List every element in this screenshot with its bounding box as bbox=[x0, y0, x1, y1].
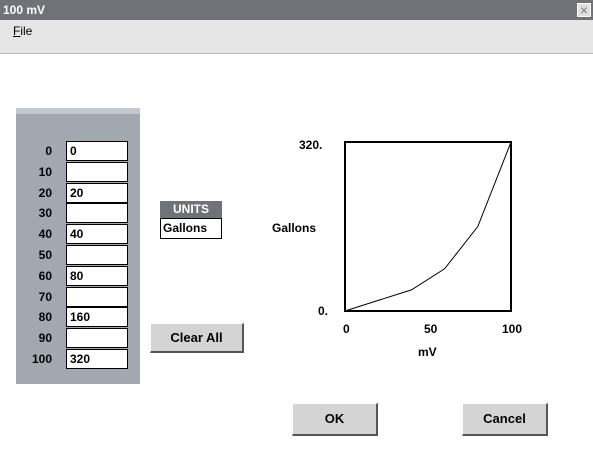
x-tick-100: 100 bbox=[502, 322, 523, 336]
clear-all-button[interactable]: Clear All bbox=[150, 323, 244, 353]
table-entry-input[interactable] bbox=[66, 245, 128, 265]
units-header: UNITS bbox=[160, 201, 222, 218]
row-label: 10 bbox=[38, 164, 52, 179]
plot-frame bbox=[344, 141, 512, 312]
close-icon[interactable]: × bbox=[577, 3, 591, 17]
cancel-button[interactable]: Cancel bbox=[462, 403, 548, 436]
table-entry-input[interactable]: 320 bbox=[66, 349, 128, 369]
ok-button[interactable]: OK bbox=[292, 403, 378, 436]
row-label: 70 bbox=[38, 289, 52, 304]
units-input[interactable]: Gallons bbox=[160, 218, 222, 239]
row-label: 30 bbox=[38, 206, 52, 221]
table-entry-input[interactable]: 20 bbox=[66, 182, 128, 203]
row-label: 50 bbox=[38, 248, 52, 262]
menu-bar: File bbox=[0, 20, 593, 54]
table-entry-input[interactable] bbox=[66, 161, 128, 182]
table-entry-input[interactable]: 40 bbox=[66, 224, 128, 245]
row-label: 80 bbox=[38, 310, 52, 325]
x-tick-0: 0 bbox=[343, 322, 350, 336]
x-tick-50: 50 bbox=[424, 322, 438, 336]
row-label: 20 bbox=[38, 185, 52, 200]
table-entry-input[interactable] bbox=[66, 286, 128, 307]
menu-file[interactable]: File bbox=[13, 24, 33, 38]
table-entry-input[interactable] bbox=[66, 328, 128, 349]
table-entry-input[interactable] bbox=[66, 203, 128, 224]
calibration-table-panel: 0 0 10 20 20 30 40 40 50 60 80 70 80 160 90 100 320 bbox=[16, 108, 140, 384]
row-label: 100 bbox=[31, 352, 52, 366]
table-entry-input[interactable]: 0 bbox=[66, 141, 128, 161]
y-tick-max: 320. bbox=[299, 138, 323, 152]
title-bar: 100 mV × bbox=[0, 0, 593, 20]
y-tick-min: 0. bbox=[318, 304, 329, 318]
series-line bbox=[344, 141, 512, 312]
row-label: 90 bbox=[38, 331, 52, 346]
table-entry-input[interactable]: 80 bbox=[66, 265, 128, 286]
x-axis-label: mV bbox=[418, 345, 437, 359]
row-label: 40 bbox=[38, 227, 52, 242]
table-entry-input[interactable]: 160 bbox=[66, 307, 128, 328]
row-label: 60 bbox=[38, 268, 52, 283]
row-label: 0 bbox=[45, 144, 52, 158]
y-axis-label: Gallons bbox=[272, 221, 317, 235]
window-title: 100 mV bbox=[3, 3, 46, 17]
